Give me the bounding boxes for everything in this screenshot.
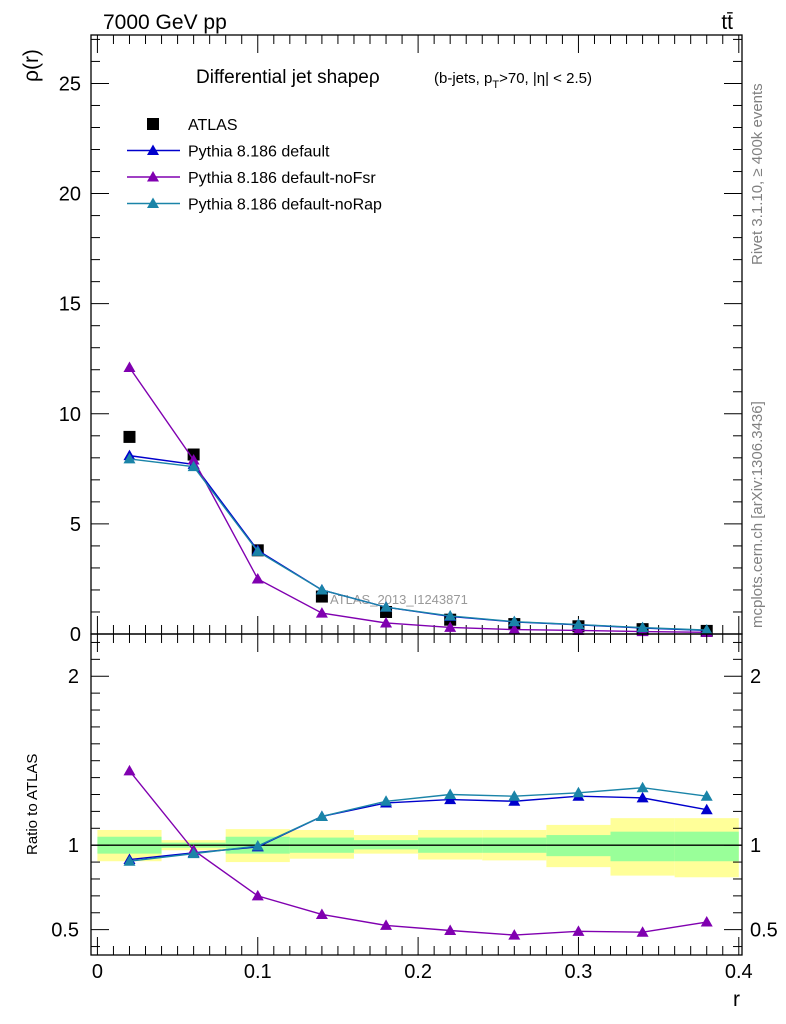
main-y-tick-label: 25 — [59, 73, 81, 95]
pythia-8-186-default-nofsr-ratio-point — [636, 926, 649, 937]
main-y-tick-label: 20 — [59, 184, 81, 206]
pythia-8-186-default-norap-line — [129, 458, 707, 631]
x-tick-label: 0 — [92, 961, 103, 983]
main-y-tick-label: 0 — [70, 624, 81, 646]
ratio-y-tick-label: 0.5 — [51, 920, 79, 942]
pythia-8-186-default-ratio-point — [636, 791, 649, 803]
ratio-x-ticks: 0 0.1 0.2 0.3 0.4 — [92, 634, 753, 983]
atlas-point — [123, 430, 136, 443]
pythia-8-186-default-nofsr-ratio-line — [128, 770, 707, 936]
pythia-8-186-default-norap-ratio-point — [251, 840, 264, 851]
pythia-8-186-default-norap-point — [187, 460, 200, 472]
pythia-8-186-default-nofsr-ratio-point — [572, 925, 585, 936]
main-y-ticks: 0 5 10 15 20 25 — [59, 38, 742, 646]
pythia-8-186-default-norap-point — [572, 618, 585, 630]
pythia-8-186-default-nofsr-point — [508, 623, 521, 635]
main-title-suffix: (b-jets, pT>70, |η| < 2.5) — [434, 70, 592, 91]
main-y-tick-label: 5 — [70, 514, 81, 536]
pythia-8-186-default-norap-ratio-point — [508, 790, 521, 801]
pythia-8-186-default-nofsr-line — [128, 367, 707, 634]
pythia-8-186-default-nofsr-ratio-point — [380, 919, 393, 930]
rivet-label: Rivet 3.1.10, ≥ 400k events — [749, 83, 766, 265]
pythia-8-186-default-nofsr-point — [444, 621, 457, 632]
title-suffix-tail: >70, |η| < 2.5) — [499, 70, 592, 87]
energy-label: 7000 GeV pp — [103, 11, 227, 34]
ratio-bands — [97, 818, 739, 878]
pythia-8-186-default-nofsr-ratio-point — [123, 764, 136, 776]
ratio-y-tick-label: 2 — [68, 666, 79, 688]
pythia-8-186-default-nofsr-point — [123, 361, 136, 373]
ratio-frame — [90, 633, 743, 956]
main-y-tick-label: 15 — [59, 294, 81, 316]
mcplots-label: mcplots.cern.ch [arXiv:1306.3436] — [749, 401, 766, 628]
pythia-8-186-default-norap-point — [380, 601, 393, 612]
pythia-8-186-default-norap-point — [444, 609, 457, 621]
ratio-series — [123, 764, 713, 940]
pythia-8-186-default-nofsr-point — [251, 572, 264, 584]
main-y-tick-label: 10 — [59, 404, 81, 426]
pythia-8-186-default-nofsr-ratio-point — [508, 929, 521, 940]
pythia-8-186-default-norap-ratio-point — [572, 786, 585, 798]
x-tick-label: 0.2 — [404, 961, 432, 983]
main-watermark: ATLAS_2013_I1243871 — [330, 592, 468, 607]
legend-marker-pythia-8-186-default-norap — [147, 197, 159, 208]
pythia-8-186-default-norap-ratio-point — [187, 847, 200, 859]
main-title: Differential jet shapeρ — [196, 67, 380, 88]
ratio-y-tick-label-right: 1 — [750, 835, 761, 857]
pythia-8-186-default-norap-ratio-point — [636, 781, 649, 793]
legend-marker-atlas — [147, 118, 159, 130]
pythia-8-186-default-norap-point — [123, 452, 136, 464]
legend-label-pythia-8-186-default-norap: Pythia 8.186 default-noRap — [188, 197, 382, 214]
ratio-panel: 0.5 0.51 12 2 0 0.1 0.2 0.3 0.4 Ratio to ATLAS … — [24, 633, 778, 1011]
main-panel: Differential jet shapeρ (b-jets, pT>70, … — [20, 34, 743, 646]
x-axis-label: r — [733, 988, 740, 1011]
pythia-8-186-default-norap-point — [251, 545, 264, 556]
ratio-y-tick-label-right: 0.5 — [750, 920, 778, 942]
pythia-8-186-default-nofsr-point — [380, 616, 393, 628]
statistical-uncertainty-band-bin — [610, 831, 675, 862]
legend-label-pythia-8-186-default: Pythia 8.186 default — [188, 144, 330, 161]
process-label: tt̄ — [721, 11, 733, 34]
x-tick-label: 0.4 — [725, 961, 753, 983]
pythia-8-186-default-nofsr-point — [187, 454, 200, 465]
pythia-8-186-default-nofsr-point — [315, 607, 328, 618]
legend-marker-pythia-8-186-default — [147, 144, 159, 155]
pythia-8-186-default-norap-ratio-point — [444, 788, 457, 799]
title-subscript: T — [492, 79, 499, 91]
ratio-ylabel: Ratio to ATLAS — [24, 754, 41, 855]
pythia-8-186-default-norap-point — [315, 583, 328, 595]
main-series — [123, 361, 713, 637]
pythia-8-186-default-nofsr-ratio-point — [444, 924, 457, 936]
main-ylabel: ρ(r) — [20, 49, 43, 82]
legend-marker-pythia-8-186-default-nofsr — [147, 171, 159, 182]
pythia-8-186-default-norap-ratio-point — [700, 790, 713, 801]
pythia-8-186-default-nofsr-ratio-point — [315, 908, 328, 919]
ratio-y-tick-label: 1 — [68, 835, 79, 857]
ratio-y-tick-label-right: 2 — [750, 666, 761, 688]
pythia-8-186-default-norap-point — [508, 615, 521, 627]
x-tick-label: 0.3 — [565, 961, 593, 983]
pythia-8-186-default-nofsr-point — [572, 624, 585, 635]
pythia-8-186-default-norap-ratio-point — [123, 855, 136, 866]
title-suffix-part: (b-jets, p — [434, 70, 492, 87]
legend-label-atlas: ATLAS — [188, 117, 238, 134]
pythia-8-186-default-norap-ratio-point — [315, 810, 328, 821]
ratio-y-ticks: 0.5 0.5 1 1 2 2 — [51, 641, 778, 948]
pythia-8-186-default-nofsr-ratio-point — [251, 889, 264, 901]
legend: ATLAS Pythia 8.186 default Pythia 8.186 de… — [127, 117, 382, 214]
pythia-8-186-default-norap-ratio-line — [129, 787, 707, 862]
pythia-8-186-default-norap-point — [636, 621, 649, 633]
pythia-8-186-default-norap-point — [700, 624, 713, 635]
pythia-8-186-default-norap-ratio-point — [380, 795, 393, 806]
statistical-uncertainty-band-bin — [674, 831, 739, 862]
pythia-8-186-default-nofsr-ratio-point — [700, 916, 713, 927]
legend-label-pythia-8-186-default-nofsr: Pythia 8.186 default-noFsr — [188, 170, 376, 187]
x-tick-label: 0.1 — [244, 961, 272, 983]
pythia-8-186-default-ratio-point — [700, 803, 713, 815]
